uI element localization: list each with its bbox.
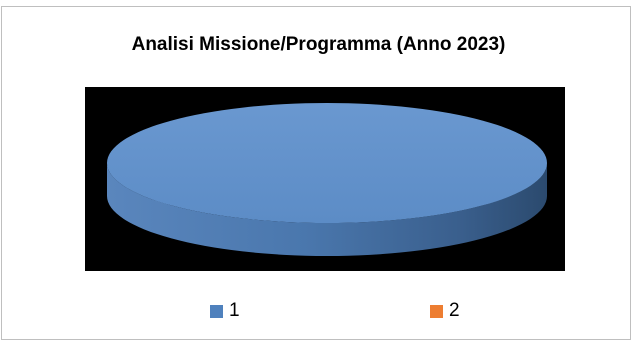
legend-label-2: 2 — [449, 300, 460, 321]
legend-item-2: 2 — [430, 296, 460, 326]
pie-side — [107, 163, 547, 256]
legend-swatch-2 — [430, 304, 443, 318]
legend: 1 2 — [0, 296, 637, 326]
legend-swatch-1 — [210, 304, 223, 318]
pie-slice-1 — [107, 103, 547, 223]
legend-label-1: 1 — [229, 300, 240, 321]
pie-chart — [107, 103, 547, 256]
legend-item-1: 1 — [210, 296, 240, 326]
plot-area — [85, 87, 565, 271]
chart-title: Analisi Missione/Programma (Anno 2023) — [131, 34, 506, 55]
